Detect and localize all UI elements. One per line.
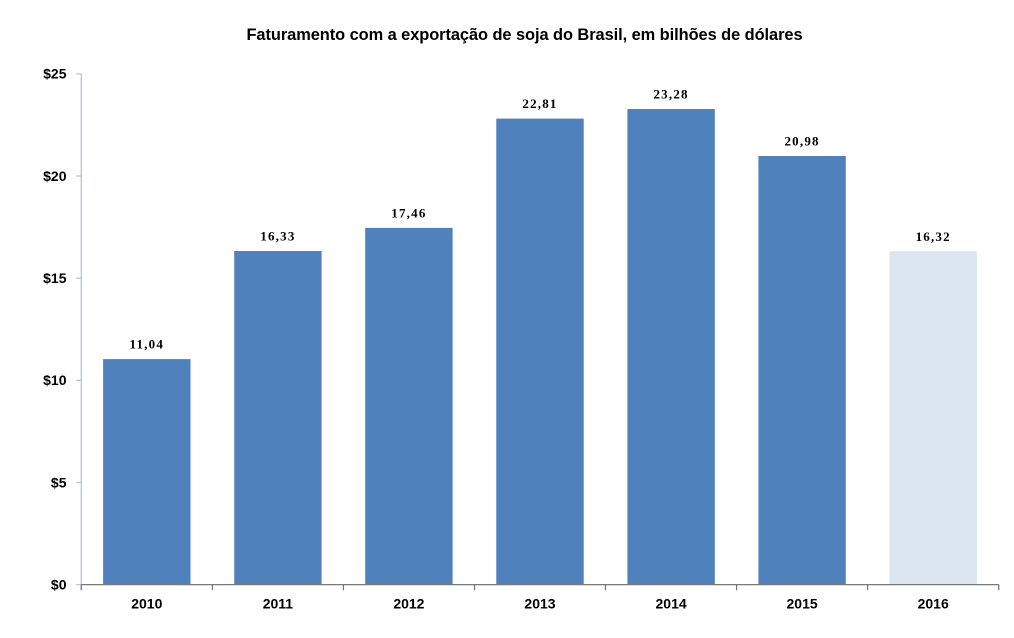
svg-text:$0: $0 xyxy=(51,576,67,592)
svg-text:16,33: 16,33 xyxy=(260,229,295,244)
svg-text:2015: 2015 xyxy=(787,596,818,612)
svg-text:11,04: 11,04 xyxy=(130,337,165,352)
svg-text:$20: $20 xyxy=(43,168,67,184)
svg-text:Faturamento com a exportação d: Faturamento com a exportação de soja do … xyxy=(246,26,802,44)
svg-text:$10: $10 xyxy=(43,372,67,388)
svg-text:2011: 2011 xyxy=(263,596,294,612)
svg-text:$15: $15 xyxy=(43,270,67,286)
svg-text:$25: $25 xyxy=(43,66,67,82)
svg-text:16,32: 16,32 xyxy=(916,229,951,244)
svg-text:$5: $5 xyxy=(51,474,67,490)
svg-text:17,46: 17,46 xyxy=(391,206,426,221)
svg-text:2014: 2014 xyxy=(656,596,687,612)
svg-text:22,81: 22,81 xyxy=(522,96,557,111)
svg-text:2012: 2012 xyxy=(393,596,424,612)
svg-text:2016: 2016 xyxy=(918,596,949,612)
svg-text:2010: 2010 xyxy=(131,596,162,612)
svg-text:20,98: 20,98 xyxy=(784,134,819,149)
svg-text:23,28: 23,28 xyxy=(653,87,688,102)
svg-text:2013: 2013 xyxy=(524,596,555,612)
